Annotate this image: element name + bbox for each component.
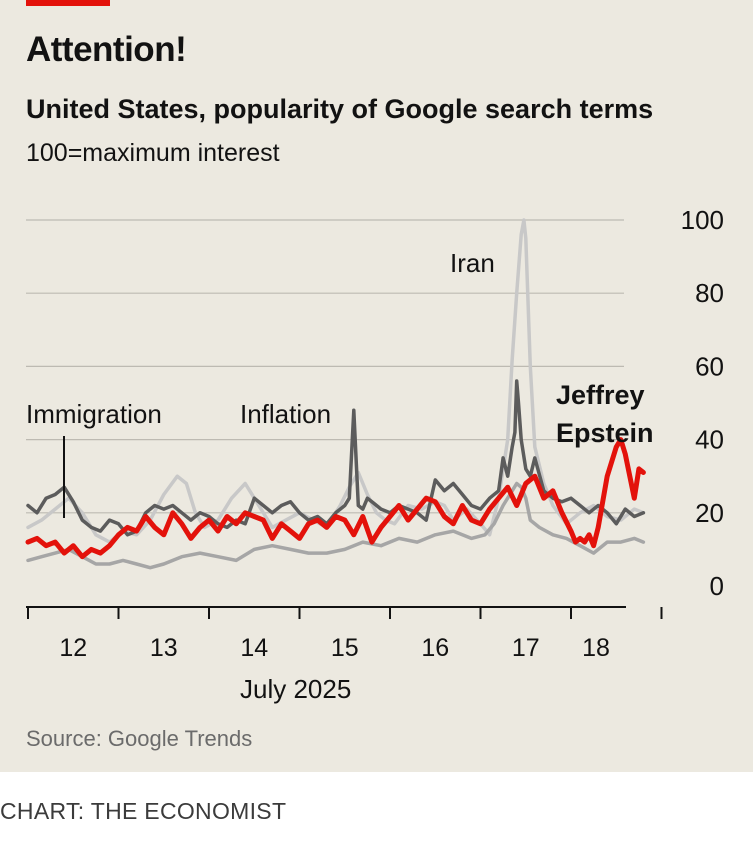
y-tick-label-60: 60 — [695, 351, 724, 381]
source-note: Source: Google Trends — [26, 726, 253, 751]
annotation-inflation: Inflation — [240, 399, 331, 429]
annotation-immigration: Immigration — [26, 399, 162, 429]
series-line-jeffrey-epstein — [25, 437, 646, 560]
y-tick-label-0: 0 — [710, 571, 724, 601]
x-tick-label-13: 13 — [150, 634, 178, 662]
chart-subtitle: United States, popularity of Google sear… — [26, 94, 654, 124]
y-tick-label-40: 40 — [695, 425, 724, 455]
y-tick-label-20: 20 — [695, 498, 724, 528]
y-tick-label-80: 80 — [695, 278, 724, 308]
chart-panel — [0, 0, 753, 772]
y-tick-label-100: 100 — [681, 205, 724, 235]
brand-red-bar — [26, 0, 110, 6]
chart-credit: CHART: THE ECONOMIST — [0, 798, 287, 824]
annotations: Iran Immigration Inflation Jeffrey Epstein — [26, 248, 654, 518]
chart-unit-note: 100=maximum interest — [26, 139, 280, 167]
series-line-inflation — [26, 481, 646, 570]
x-tick-label-15: 15 — [331, 634, 359, 662]
x-tick-label-18: 18 — [582, 634, 610, 662]
x-tick-label-16: 16 — [421, 634, 449, 662]
y-axis-labels: 0 20 40 60 80 100 — [681, 205, 724, 601]
x-axis: 12 13 14 15 16 17 18 — [26, 606, 663, 662]
series-lines — [25, 218, 646, 570]
x-tick-label-17: 17 — [512, 634, 540, 662]
annotation-jeffrey-epstein-line1: Jeffrey — [556, 380, 645, 410]
gridlines — [26, 219, 624, 514]
chart-title: Attention! — [26, 30, 187, 69]
annotation-iran: Iran — [450, 248, 495, 278]
line-chart: 0 20 40 60 80 100 12 13 14 15 16 17 18 Iran Immigrat… — [25, 205, 724, 662]
annotation-jeffrey-epstein-line2: Epstein — [556, 418, 654, 448]
series-line-iran — [26, 218, 646, 544]
x-axis-label: July 2025 — [240, 674, 352, 704]
x-tick-label-14: 14 — [240, 634, 268, 662]
x-tick-label-12: 12 — [59, 634, 87, 662]
